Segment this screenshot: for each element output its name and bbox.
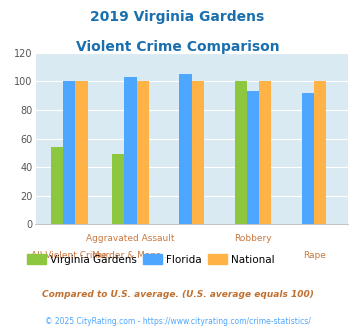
Text: © 2025 CityRating.com - https://www.cityrating.com/crime-statistics/: © 2025 CityRating.com - https://www.city… [45, 317, 310, 326]
Text: Robbery: Robbery [234, 234, 272, 243]
Legend: Virginia Gardens, Florida, National: Virginia Gardens, Florida, National [23, 250, 279, 269]
Text: Violent Crime Comparison: Violent Crime Comparison [76, 40, 279, 53]
Text: 2019 Virginia Gardens: 2019 Virginia Gardens [91, 10, 264, 24]
Bar [235, 82, 247, 224]
Bar [179, 74, 192, 224]
Bar [63, 82, 75, 224]
Bar [314, 82, 327, 224]
Bar [259, 82, 271, 224]
Bar [137, 82, 149, 224]
Bar [302, 93, 314, 224]
Bar [112, 154, 124, 224]
Bar [75, 82, 88, 224]
Text: Murder & Mans...: Murder & Mans... [92, 251, 169, 260]
Text: All Violent Crime: All Violent Crime [31, 251, 107, 260]
Bar [247, 91, 259, 224]
Text: Rape: Rape [303, 251, 326, 260]
Text: Compared to U.S. average. (U.S. average equals 100): Compared to U.S. average. (U.S. average … [42, 290, 313, 299]
Bar [124, 77, 137, 224]
Bar [51, 147, 63, 224]
Bar [192, 82, 204, 224]
Text: Aggravated Assault: Aggravated Assault [86, 234, 175, 243]
